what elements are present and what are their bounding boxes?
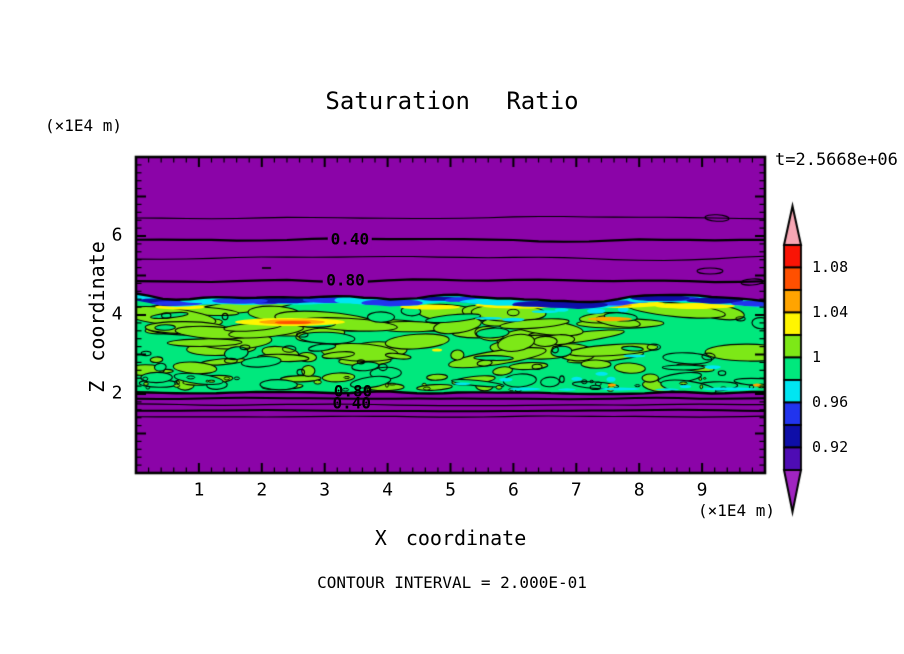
contour-line-label: 0.40 [327,231,373,249]
x-tick-label: 8 [633,479,645,501]
chart-title: Saturation Ratio [325,87,579,115]
x-axis-title: X coordinate [374,526,527,550]
x-tick-label: 5 [445,479,456,501]
x-tick-label: 9 [696,479,708,501]
x-tick-label: 3 [319,479,331,501]
colorbar-tick-label: 0.96 [812,392,849,411]
x-axis-unit-label: (×1E4 m) [698,501,776,520]
contour-interval-label: CONTOUR INTERVAL = 2.000E-01 [317,573,587,592]
time-annotation: t=2.5668e+06 [775,150,898,170]
colorbar-tick-label: 0.92 [812,437,849,456]
x-tick-label: 1 [193,479,205,501]
x-tick-label: 6 [507,479,519,501]
colorbar-tick-label: 1 [812,347,822,366]
contour-line-label: 0.40 [332,393,371,413]
contour-line-label: 0.80 [323,272,368,290]
contour-line-label: 0.80 [333,382,373,402]
z-tick-label: 6 [111,224,123,246]
z-axis-title: Z coordinate [85,241,109,393]
colorbar-tick-label: 1.04 [812,302,849,321]
z-tick-label: 2 [111,382,123,404]
colorbar-tick-label: 1.08 [812,257,849,276]
z-axis-unit-label: (×1E4 m) [45,116,123,135]
x-tick-label: 4 [382,479,394,501]
z-tick-label: 4 [111,303,123,325]
x-tick-label: 7 [570,479,582,501]
x-tick-label: 2 [256,479,268,501]
